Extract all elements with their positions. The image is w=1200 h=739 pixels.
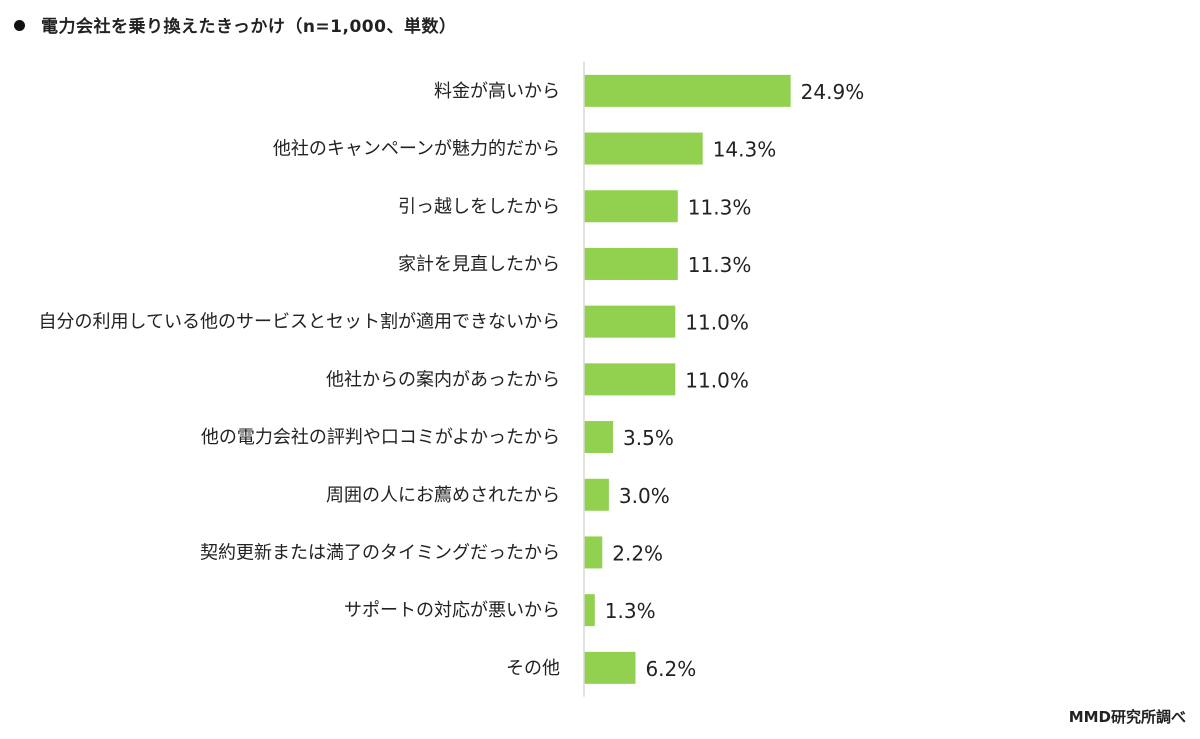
category-label: 家計を見直したから: [398, 254, 560, 275]
category-label: 他の電力会社の評判や口コミがよかったから: [201, 427, 560, 448]
value-label: 14.3%: [713, 138, 777, 162]
category-label: 他社からの案内があったから: [326, 369, 560, 390]
value-label: 24.9%: [801, 80, 865, 104]
value-label: 11.3%: [688, 195, 752, 219]
bar: [584, 247, 678, 280]
value-label: 3.5%: [623, 426, 674, 450]
chart-title: 電力会社を乗り換えたきっかけ（n=1,000、単数）: [14, 12, 456, 37]
bar: [584, 421, 614, 454]
bar: [584, 190, 678, 223]
bar: [584, 305, 676, 338]
category-label: サポートの対応が悪いから: [344, 600, 560, 621]
category-label: 契約更新または満了のタイミングだったから: [200, 542, 560, 563]
value-label: 11.3%: [688, 253, 752, 277]
bar: [584, 478, 609, 511]
bar: [584, 74, 791, 107]
category-label: 周囲の人にお薦めされたから: [326, 485, 560, 506]
value-label: 1.3%: [605, 599, 656, 623]
category-label: 自分の利用している他のサービスとセット割が適用できないから: [39, 312, 560, 333]
bar: [584, 132, 703, 165]
bullet-icon: [14, 20, 25, 31]
value-label: 11.0%: [685, 368, 749, 392]
bar: [584, 536, 603, 569]
bar: [584, 594, 595, 627]
value-label: 11.0%: [685, 311, 749, 335]
category-label: 他社のキャンペーンが魅力的だから: [273, 139, 560, 160]
value-label: 6.2%: [645, 657, 696, 681]
category-label: 引っ越しをしたから: [398, 196, 560, 217]
chart-title-text: 電力会社を乗り換えたきっかけ（n=1,000、単数）: [41, 17, 457, 37]
category-label: その他: [506, 658, 560, 679]
value-label: 3.0%: [619, 484, 670, 508]
bar: [584, 363, 676, 396]
source-note: MMD研究所調べ: [1068, 708, 1186, 726]
category-label: 料金が高いから: [434, 81, 560, 102]
value-label: 2.2%: [612, 541, 663, 565]
bar: [584, 651, 636, 684]
